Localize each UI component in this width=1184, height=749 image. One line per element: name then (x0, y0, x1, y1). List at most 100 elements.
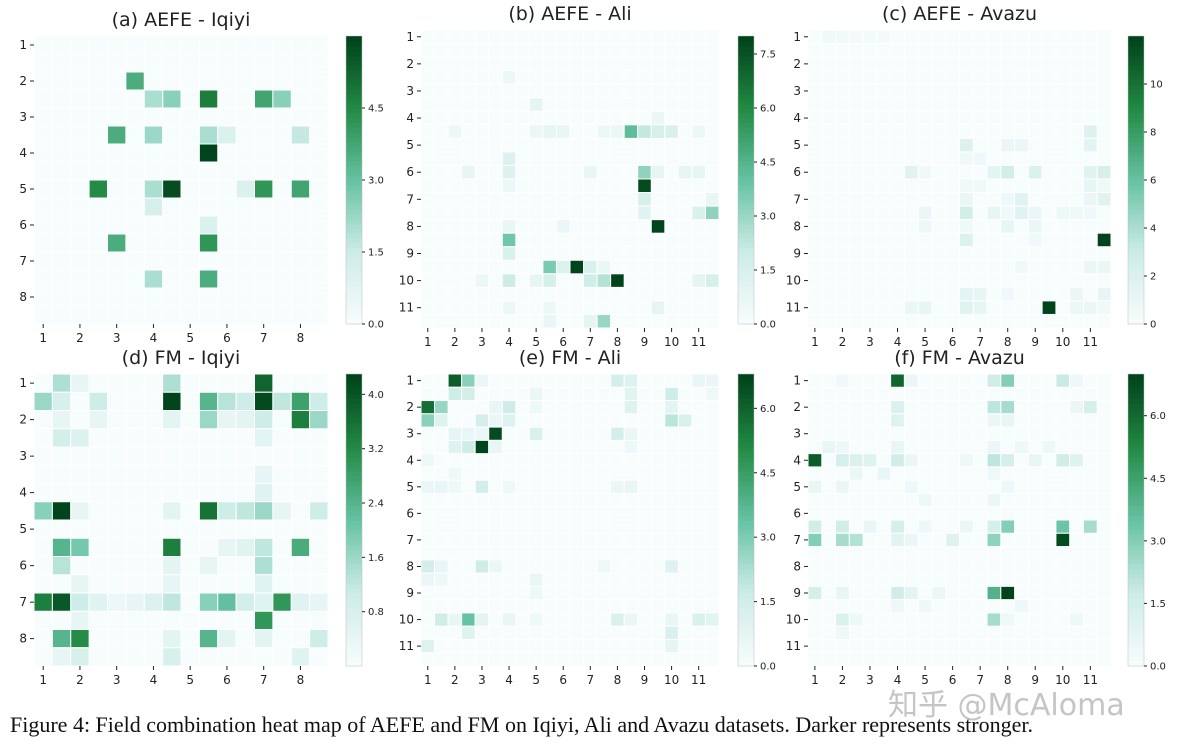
y-tick-label: 3 (406, 84, 414, 98)
x-tick-label: 4 (505, 335, 513, 349)
heatmap-cell (420, 413, 436, 428)
x-tick-label: 5 (186, 331, 194, 345)
heatmap-cell (807, 519, 823, 534)
heatmap-cell (162, 410, 182, 430)
colorbar-tick-label: 4.5 (1150, 474, 1166, 485)
heatmap-cell (198, 125, 219, 145)
heatmap-cell (959, 286, 974, 302)
heatmap-cell (623, 400, 639, 415)
watermark: 知乎 @McAloma (888, 688, 1125, 723)
colorbar-tick-label: 1.5 (368, 248, 384, 259)
heatmap-cell (501, 246, 517, 261)
y-tick-label: 1 (406, 374, 414, 388)
heatmap-cell (162, 574, 182, 594)
heatmap-cell (528, 572, 544, 587)
heatmap-cell (807, 532, 823, 548)
heatmap-cell (1000, 205, 1016, 221)
y-tick-label: 8 (793, 559, 801, 573)
heatmap-cell (890, 413, 905, 428)
heatmap-cell (51, 410, 72, 430)
heatmap-cell (70, 428, 90, 448)
heatmap-cell (835, 612, 850, 627)
colorbar-tick-label: 3.0 (760, 212, 776, 223)
heatmap-cell (501, 612, 517, 627)
heatmap-cell (235, 410, 255, 430)
heatmap-cell (528, 124, 544, 139)
y-tick-label: 8 (406, 219, 414, 233)
heatmap-cell (610, 273, 625, 288)
heatmap-cell (254, 592, 274, 612)
x-tick-label: 1 (39, 331, 47, 345)
heatmap-cell (959, 300, 974, 315)
colorbar-tick-label: 0.0 (368, 320, 384, 331)
heatmap-cell (254, 556, 274, 576)
heatmap-cell (1000, 479, 1016, 494)
heatmap-cell (528, 97, 544, 112)
heatmap-cell (807, 585, 823, 601)
heatmap-cell (70, 537, 90, 557)
heatmap-cell (420, 453, 436, 468)
colorbar-tick-label: 0.8 (368, 607, 384, 618)
heatmap-cell (488, 400, 503, 415)
heatmap-cell (959, 178, 974, 194)
heatmap-cell (198, 592, 219, 612)
heatmap-cell (434, 612, 449, 627)
heatmap-cell (917, 219, 933, 234)
heatmap-cell (704, 612, 720, 627)
y-tick-label: 8 (19, 290, 27, 304)
x-tick-label: 2 (76, 673, 84, 687)
heatmap-cell (1014, 439, 1029, 455)
heatmap-cell (542, 313, 557, 329)
heatmap-cell (1082, 300, 1098, 315)
heatmap-cell (1014, 205, 1029, 221)
heatmap-cell (691, 124, 706, 139)
heatmap-cell (501, 479, 517, 494)
x-tick-label: 10 (664, 335, 679, 349)
y-tick-label: 1 (19, 376, 27, 390)
heatmap-panel-5: (e) FM - Ali112233445566778899101011110.… (399, 347, 776, 687)
y-tick-label: 1 (406, 30, 414, 44)
y-tick-label: 4 (406, 453, 414, 467)
y-tick-label: 6 (406, 165, 414, 179)
heatmap-cell (217, 410, 237, 430)
x-tick-label: 4 (894, 335, 902, 349)
heatmap-cell (1082, 124, 1098, 139)
y-tick-label: 11 (786, 639, 801, 653)
heatmap-cell (835, 439, 850, 455)
heatmap-cell (309, 501, 329, 521)
heatmap-cell (309, 391, 329, 411)
x-tick-label: 8 (297, 331, 305, 345)
heatmap-cell (217, 125, 237, 145)
heatmap-cell (33, 592, 53, 612)
heatmap-cell (501, 232, 517, 248)
heatmap-cell (290, 391, 311, 411)
heatmap-cell (986, 453, 1002, 468)
heatmap-cell (1055, 453, 1071, 468)
heatmap-cell (1000, 612, 1016, 627)
heatmap-cell (235, 537, 255, 557)
x-tick-label: 5 (532, 673, 540, 687)
colorbar-tick-label: 0.0 (1150, 662, 1166, 673)
x-tick-label: 3 (866, 673, 874, 687)
heatmap-cell (528, 400, 544, 415)
heatmap-cell (1000, 519, 1016, 534)
heatmap-cell (986, 532, 1002, 548)
heatmap-cell (664, 124, 679, 139)
y-tick-label: 3 (19, 110, 27, 124)
heatmap-cell (569, 259, 585, 275)
heatmap-cell (583, 259, 598, 275)
x-tick-label: 1 (39, 673, 47, 687)
heatmap-cell (917, 519, 933, 534)
heatmap-cell (986, 400, 1002, 415)
heatmap-cell (272, 592, 292, 612)
heatmap-cell (51, 647, 72, 667)
heatmap-cell (70, 574, 90, 594)
heatmap-cell (1000, 137, 1016, 153)
x-tick-label: 8 (614, 673, 622, 687)
y-tick-label: 10 (786, 274, 801, 288)
heatmap-cell (254, 501, 274, 521)
y-tick-label: 10 (786, 613, 801, 627)
colorbar-tick-label: 1.6 (368, 553, 384, 564)
colorbar-tick-label: 4 (1150, 224, 1156, 235)
heatmap-cell (835, 585, 850, 601)
